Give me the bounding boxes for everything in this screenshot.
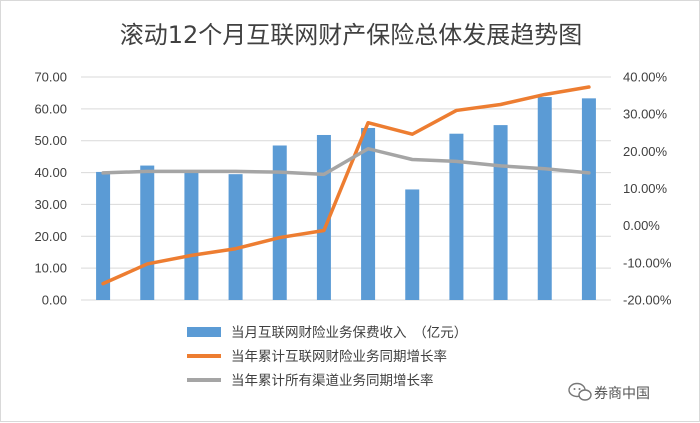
bar	[272, 145, 287, 300]
bar	[449, 133, 464, 300]
bar	[581, 98, 596, 300]
legend: 当月互联网财险业务保费收入 （亿元） 当年累计互联网财险业务同期增长率当年累计所有…	[187, 325, 467, 389]
gridlines	[81, 76, 611, 301]
legend-label: 当年累计互联网财险业务同期增长率	[231, 348, 447, 365]
line-series	[101, 85, 591, 286]
right-tick-label: 10.00%	[623, 181, 668, 196]
left-tick-label: 70.00	[34, 70, 67, 85]
watermark: 券商中国	[568, 382, 650, 402]
right-tick-label: 20.00%	[623, 144, 668, 159]
bar	[405, 189, 420, 300]
bar	[493, 125, 508, 301]
chat-bubble-icon	[568, 382, 592, 401]
left-tick-label: 60.00	[34, 101, 67, 116]
bar	[361, 127, 376, 300]
left-tick-label: 10.00	[34, 261, 67, 276]
bar	[537, 97, 552, 300]
left-tick-label: 50.00	[34, 133, 67, 148]
right-tick-label: -10.00%	[623, 255, 672, 270]
watermark-text: 券商中国	[594, 386, 650, 402]
left-tick-label: 30.00	[34, 197, 67, 212]
bar-series	[96, 97, 596, 301]
left-tick-label: 40.00	[34, 165, 67, 180]
left-tick-label: 0.00	[42, 293, 67, 308]
legend-swatch-bar	[187, 327, 221, 337]
bar	[140, 165, 155, 300]
bar	[184, 170, 199, 300]
bar	[228, 174, 243, 300]
legend-label: 当年累计所有渠道业务同期增长率	[231, 372, 434, 389]
right-axis-ticks: -20.00% -10.00% 0.00% 10.00% 20.00% 30.00% 40.…	[623, 70, 672, 308]
series-line-online-growth	[101, 85, 591, 286]
legend-label: 当月互联网财险业务保费收入 （亿元）	[231, 325, 467, 341]
right-tick-label: -20.00%	[623, 293, 672, 308]
chart-title: 滚动12个月互联网财产保险总体发展趋势图	[120, 21, 583, 49]
right-tick-label: 30.00%	[623, 107, 668, 122]
bar	[316, 134, 331, 300]
left-tick-label: 20.00	[34, 229, 67, 244]
left-axis-ticks: 0.00 10.00 20.00 30.00 40.00 50.00 60.00 70.00	[34, 70, 67, 308]
right-tick-label: 0.00%	[623, 218, 660, 233]
series-line-all-channels-growth	[101, 146, 591, 177]
bar	[96, 171, 111, 300]
right-tick-label: 40.00%	[623, 70, 668, 85]
